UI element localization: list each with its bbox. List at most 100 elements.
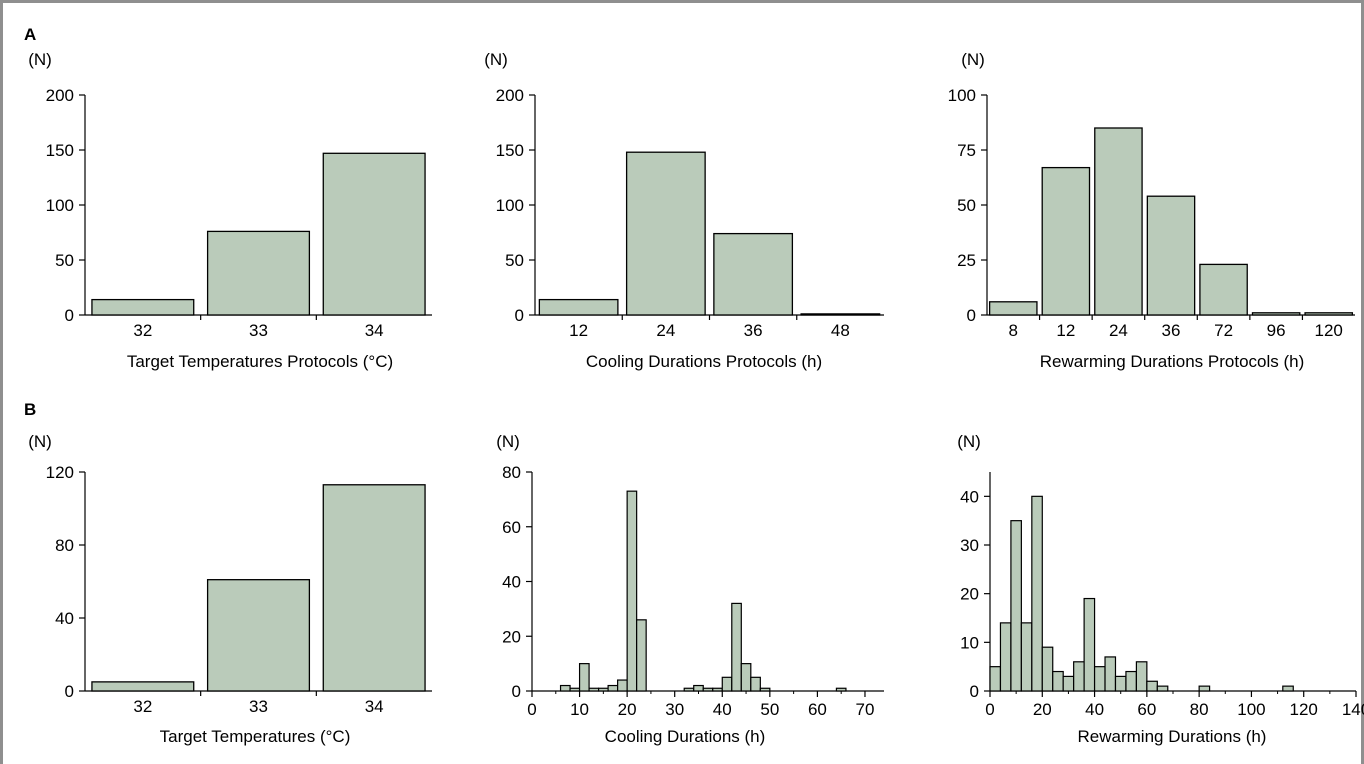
x-axis-label: Target Temperatures Protocols (°C): [127, 352, 393, 371]
histogram-bin: [617, 679, 628, 692]
x-tick-label: 12: [569, 321, 588, 340]
y-tick-label: 25: [957, 251, 976, 270]
histogram-bin: [1083, 597, 1096, 692]
y-tick-label: 50: [957, 196, 976, 215]
y-tick-label: 20: [960, 585, 979, 604]
x-tick-label: 34: [365, 697, 384, 716]
x-tick-label: 24: [656, 321, 675, 340]
bar-34: [322, 484, 426, 692]
y-tick-label: 200: [496, 86, 524, 105]
histogram-bin: [1020, 622, 1033, 692]
bar-120: [1304, 312, 1354, 316]
bar-8: [988, 301, 1038, 316]
x-tick-label: 48: [831, 321, 850, 340]
histogram-bin: [1156, 685, 1169, 692]
x-tick-label: 10: [570, 700, 589, 719]
x-tick-label: 120: [1315, 321, 1343, 340]
y-tick-label: 0: [65, 306, 74, 325]
histogram-bin: [1041, 646, 1054, 692]
x-tick-label: 140: [1342, 700, 1364, 719]
x-tick-label: 120: [1290, 700, 1318, 719]
y-tick-label: 0: [65, 682, 74, 701]
bar-12: [538, 298, 619, 316]
y-tick-label: 50: [505, 251, 524, 270]
panel-label-b: B: [24, 400, 37, 419]
histogram-bin: [712, 687, 723, 692]
bar-72: [1199, 263, 1248, 316]
bar-33: [206, 579, 311, 692]
histogram-bin: [702, 687, 714, 692]
histogram-bin: [1114, 675, 1127, 692]
y-tick-label: 80: [502, 463, 521, 482]
y-tick-label: 0: [970, 682, 979, 701]
x-tick-label: 33: [249, 697, 268, 716]
x-tick-label: 100: [1237, 700, 1265, 719]
x-tick-label: 8: [1009, 321, 1018, 340]
histogram-bin: [569, 687, 581, 692]
histogram-bin: [1031, 495, 1043, 692]
y-tick-label: 80: [55, 536, 74, 555]
y-tick-label: 100: [46, 196, 74, 215]
y-tick-label: 100: [496, 196, 524, 215]
x-tick-label: 33: [249, 321, 268, 340]
bar-32: [91, 298, 195, 316]
histogram-bin: [588, 687, 600, 692]
x-axis-label: Target Temperatures (°C): [160, 727, 351, 746]
x-tick-label: 72: [1214, 321, 1233, 340]
x-tick-label: 40: [713, 700, 732, 719]
histogram-bin: [1135, 661, 1148, 692]
chart-a3: (N) Rewarming Durations Protocols (h) 0 25 5…: [948, 50, 1355, 371]
histogram-bin: [1073, 661, 1085, 692]
y-tick-label: 100: [948, 86, 976, 105]
bar-12: [1041, 166, 1091, 316]
histogram-bin: [1146, 680, 1158, 692]
x-tick-label: 20: [618, 700, 637, 719]
panel-label-a: A: [24, 25, 37, 44]
bar-36: [1146, 195, 1196, 316]
y-tick-label: 40: [502, 573, 521, 592]
bar-33: [206, 230, 311, 316]
y-tick-label: 50: [55, 251, 74, 270]
histogram-bin: [989, 666, 1002, 692]
chart-b1: (N) Target Temperatures (°C) 0 40 80 120 32 33 3…: [28, 432, 432, 746]
histogram-bin: [559, 684, 571, 692]
y-tick-label: 200: [46, 86, 74, 105]
x-tick-label: 60: [1137, 700, 1156, 719]
histogram-bin: [693, 684, 704, 692]
x-tick-label: 30: [665, 700, 684, 719]
x-axis-label: Cooling Durations Protocols (h): [586, 352, 822, 371]
histogram-bin: [626, 490, 638, 692]
histogram-bin: [835, 687, 847, 692]
y-tick-label: 150: [496, 141, 524, 160]
histogram-bin: [750, 676, 761, 692]
y-tick-label: 75: [957, 141, 976, 160]
histogram-bin: [1125, 670, 1138, 692]
y-tick-label: 0: [512, 682, 521, 701]
y-tick-label: 0: [967, 306, 976, 325]
x-tick-label: 34: [365, 321, 384, 340]
histogram-bin: [1282, 685, 1294, 692]
y-tick-label: 20: [502, 627, 521, 646]
x-tick-label: 24: [1109, 321, 1128, 340]
histogram-bin: [1010, 520, 1022, 692]
x-axis-label: Rewarming Durations Protocols (h): [1040, 352, 1305, 371]
histogram-bin: [683, 687, 695, 692]
x-tick-label: 12: [1056, 321, 1075, 340]
histogram-bin: [1198, 685, 1211, 692]
x-tick-label: 50: [760, 700, 779, 719]
x-axis-label: Cooling Durations (h): [605, 727, 766, 746]
histogram-bin: [1062, 675, 1075, 692]
histogram-bin: [1052, 670, 1064, 692]
y-tick-label: 40: [960, 487, 979, 506]
bar-96: [1251, 312, 1301, 316]
x-tick-label: 32: [133, 321, 152, 340]
x-tick-label: 20: [1033, 700, 1052, 719]
bar-32: [91, 681, 195, 692]
chart-a2: (N) Cooling Durations Protocols (h) 0 50 100…: [484, 50, 884, 371]
y-tick-label: 30: [960, 536, 979, 555]
chart-a1: (N) Target Temperatures Protocols (°C) 0 50…: [28, 50, 432, 371]
y-tick-label: 40: [55, 609, 74, 628]
y-tick-label: 150: [46, 141, 74, 160]
